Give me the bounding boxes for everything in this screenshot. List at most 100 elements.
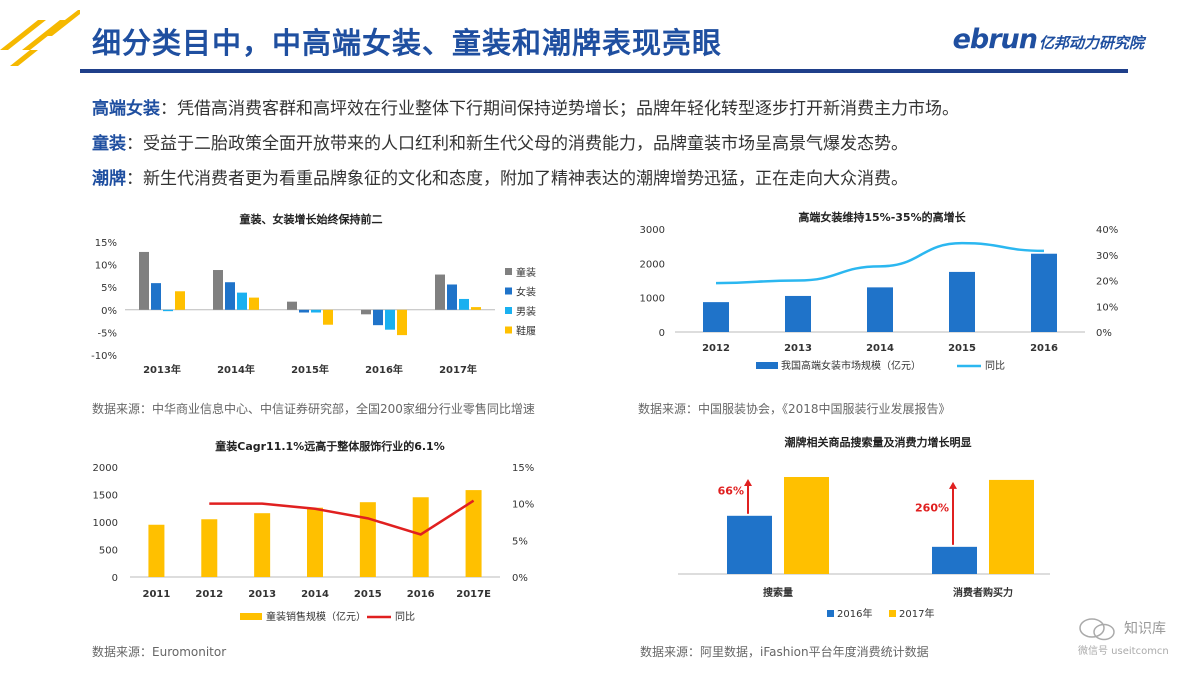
- bar: [949, 271, 975, 332]
- bar: [785, 295, 811, 332]
- y-tick-label: 5%: [101, 283, 117, 294]
- x-tick-label: 2014: [866, 343, 894, 354]
- legend-label: 女装: [516, 286, 536, 299]
- x-tick-label: 搜索量: [763, 586, 793, 599]
- legend-label: 我国高端女装市场规模（亿元）: [781, 359, 921, 372]
- source-note-1: 数据来源：中华商业信息中心、中信证券研究部，全国200家细分行业零售同比增速: [92, 402, 535, 416]
- series-line: [715, 241, 1045, 285]
- legend-label: 鞋履: [516, 325, 536, 338]
- chart-title: 童装、女装增长始终保持前二: [240, 212, 383, 226]
- x-tick-label: 2012: [195, 589, 223, 600]
- bar: [151, 283, 161, 310]
- y2-tick-label: 0%: [512, 573, 528, 584]
- bar: [323, 309, 333, 325]
- chart-trend-brand-growth: 潮牌相关商品搜索量及消费力增长明显 66% 搜索量 260% 消费者购买力 2016年 20…: [678, 435, 1050, 620]
- y2-tick-label: 15%: [512, 463, 534, 474]
- bar: [361, 309, 371, 315]
- bar: [175, 291, 185, 310]
- x-tick-label: 消费者购买力: [953, 586, 1013, 599]
- x-tick-label: 2016: [407, 589, 435, 600]
- x-tick-label: 2015年: [291, 363, 329, 376]
- intro-line-high-end: 高端女装：凭借高消费客群和高坪效在行业整体下行期间保持逆势增长；品牌年轻化转型逐…: [92, 92, 1142, 127]
- x-tick-label: 2013年: [143, 363, 181, 376]
- bar: [989, 479, 1034, 574]
- bar: [213, 270, 223, 310]
- page-title: 细分类目中，中高端女装、童装和潮牌表现亮眼: [92, 26, 723, 60]
- wechat-icon: [1079, 618, 1115, 641]
- brand-name-en: ebrun: [952, 24, 1038, 55]
- legend-label: 童装: [516, 266, 536, 279]
- intro-line-kids: 童装：受益于二胎政策全面开放带来的人口红利和新生代父母的消费能力，品牌童装市场呈…: [92, 127, 1142, 162]
- legend-swatch: [827, 610, 834, 617]
- legend-swatch: [505, 287, 512, 295]
- y-tick-label: 15%: [95, 238, 117, 249]
- y-tick-label: 3000: [640, 225, 665, 236]
- chart-title: 潮牌相关商品搜索量及消费力增长明显: [785, 435, 972, 449]
- legend-label: 童装销售规模（亿元）: [266, 610, 366, 623]
- legend-label: 2017年: [899, 607, 934, 620]
- intro-key: 高端女装: [92, 99, 160, 119]
- intro-key: 童装: [92, 134, 126, 154]
- y-tick-label: 1500: [93, 491, 118, 502]
- brand-name-cn: 亿邦动力研究院: [1038, 34, 1144, 52]
- y2-tick-label: 0%: [1096, 328, 1112, 339]
- legend-label: 男装: [516, 305, 536, 318]
- chart-kidswear-market: 童装Cagr11.1%远高于整体服饰行业的6.1% 2000 1500 1000 500…: [93, 439, 535, 623]
- x-tick-label: 2017年: [439, 363, 477, 376]
- bar: [397, 309, 407, 336]
- y2-tick-label: 30%: [1096, 251, 1118, 262]
- intro-desc: ：新生代消费者更为看重品牌象征的文化和态度，附加了精神表达的潮牌增势迅猛，正在走…: [126, 169, 908, 189]
- bar: [287, 301, 297, 310]
- watermark-sub: 微信号 useitcomcn: [1078, 646, 1169, 657]
- y-tick-label: 0: [659, 328, 665, 339]
- legend-swatch: [240, 613, 262, 620]
- bar: [459, 298, 469, 310]
- y2-tick-label: 5%: [512, 536, 528, 547]
- legend-label: 同比: [395, 611, 415, 623]
- y-tick-label: 0%: [101, 306, 117, 317]
- series-line: [209, 499, 475, 536]
- title-divider: [80, 69, 1128, 73]
- growth-arrowhead: [949, 481, 957, 489]
- growth-arrowhead: [744, 479, 752, 486]
- watermark-main: 知识库: [1124, 621, 1166, 637]
- bar: [471, 307, 481, 310]
- y2-tick-label: 10%: [512, 500, 534, 511]
- intro-key: 潮牌: [92, 169, 126, 189]
- y-tick-label: -10%: [91, 351, 117, 362]
- bar: [867, 287, 893, 332]
- chart-category-growth: 童装、女装增长始终保持前二 15% 10% 5% 0% -5% -10% 2013年 2014年…: [91, 212, 536, 376]
- x-tick-label: 2014年: [217, 363, 255, 376]
- y-tick-label: 10%: [95, 261, 117, 272]
- y-tick-label: 2000: [93, 463, 118, 474]
- bar: [139, 251, 149, 310]
- x-tick-label: 2011: [143, 589, 171, 600]
- x-tick-label: 2016年: [365, 363, 403, 376]
- x-tick-label: 2013: [248, 589, 276, 600]
- x-tick-label: 2015: [948, 343, 976, 354]
- intro-desc: ：凭借高消费客群和高坪效在行业整体下行期间保持逆势增长；品牌年轻化转型逐步打开新…: [160, 99, 959, 119]
- bar: [163, 309, 173, 312]
- bar: [201, 519, 218, 577]
- y2-tick-label: 10%: [1096, 302, 1118, 313]
- y2-tick-label: 20%: [1096, 277, 1118, 288]
- bar: [373, 309, 383, 326]
- x-tick-label: 2017E: [456, 589, 491, 600]
- intro-text: 高端女装：凭借高消费客群和高坪效在行业整体下行期间保持逆势增长；品牌年轻化转型逐…: [92, 92, 1142, 197]
- chart-title: 童装Cagr11.1%远高于整体服饰行业的6.1%: [215, 439, 444, 453]
- y-tick-label: 1000: [93, 518, 118, 529]
- bar: [412, 497, 429, 577]
- intro-desc: ：受益于二胎政策全面开放带来的人口红利和新生代父母的消费能力，品牌童装市场呈高景…: [126, 134, 908, 154]
- x-tick-label: 2014: [301, 589, 329, 600]
- legend-swatch: [505, 268, 512, 275]
- brand-logo: ebrun 亿邦动力研究院: [953, 24, 1144, 55]
- bar: [299, 309, 309, 313]
- growth-label: 260%: [915, 501, 949, 514]
- y-tick-label: 1000: [640, 294, 665, 305]
- bar: [237, 292, 247, 310]
- source-note-4: 数据来源：阿里数据，iFashion平台年度消费统计数据: [640, 645, 929, 659]
- legend-label: 2016年: [837, 607, 872, 620]
- legend-swatch: [505, 307, 512, 314]
- x-tick-label: 2015: [354, 589, 382, 600]
- intro-line-trend: 潮牌：新生代消费者更为看重品牌象征的文化和态度，附加了精神表达的潮牌增势迅猛，正…: [92, 162, 1142, 197]
